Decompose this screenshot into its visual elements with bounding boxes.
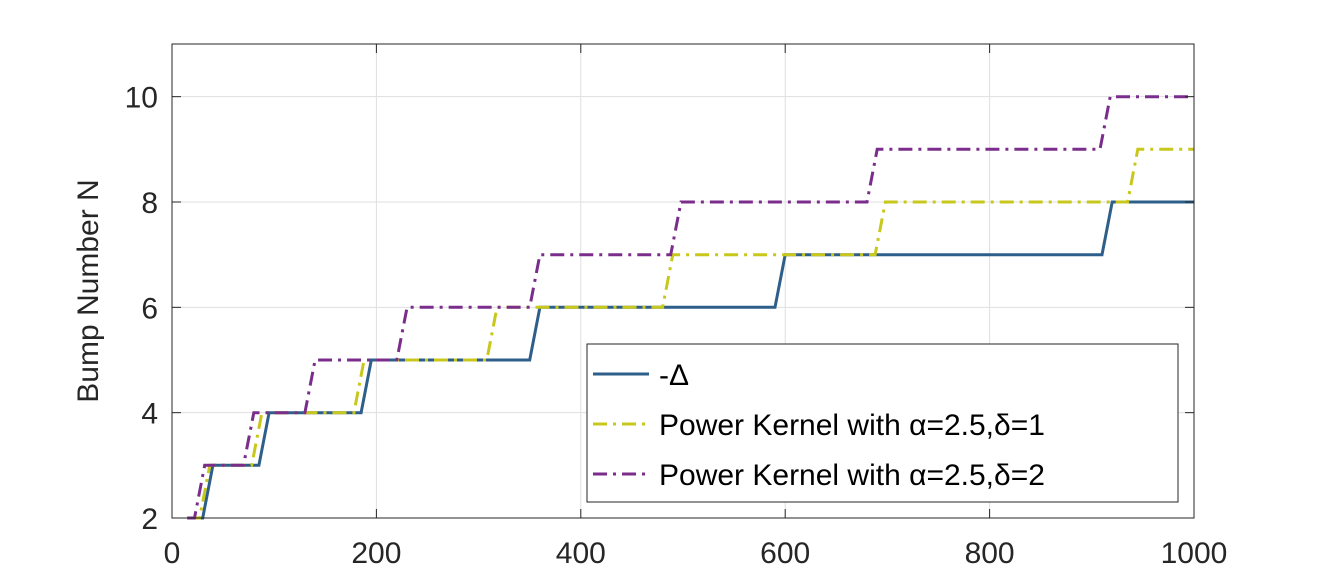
y-axis-ticks: 2 4 6 8 10 xyxy=(125,82,1194,536)
legend-label-1: -Δ xyxy=(659,359,689,392)
series-line-2 xyxy=(187,147,1194,520)
x-tick-label: 200 xyxy=(351,537,401,570)
legend-label-3: Power Kernel with α=2.5,δ=2 xyxy=(659,459,1045,492)
series-line-1 xyxy=(187,200,1194,520)
x-axis-ticks: 0 200 400 600 800 1000 xyxy=(164,44,1228,570)
x-tick-label: 600 xyxy=(760,537,810,570)
series-lines xyxy=(187,95,1194,520)
y-tick-label: 4 xyxy=(141,398,158,431)
x-tick-label: 0 xyxy=(164,537,181,570)
x-tick-label: 1000 xyxy=(1161,537,1228,570)
y-tick-label: 2 xyxy=(141,503,158,536)
series-line-3 xyxy=(187,95,1194,520)
x-tick-label: 800 xyxy=(965,537,1015,570)
y-axis-label: Bump Number N xyxy=(72,179,105,402)
x-tick-label: 400 xyxy=(556,537,606,570)
y-tick-label: 10 xyxy=(125,82,158,115)
legend: -Δ Power Kernel with α=2.5,δ=1 Power Kerne… xyxy=(586,343,1179,503)
y-tick-label: 8 xyxy=(141,187,158,220)
legend-label-2: Power Kernel with α=2.5,δ=1 xyxy=(659,409,1045,442)
legend-box xyxy=(586,343,1179,503)
y-tick-label: 6 xyxy=(141,292,158,325)
plot-area-frame xyxy=(171,43,1195,519)
